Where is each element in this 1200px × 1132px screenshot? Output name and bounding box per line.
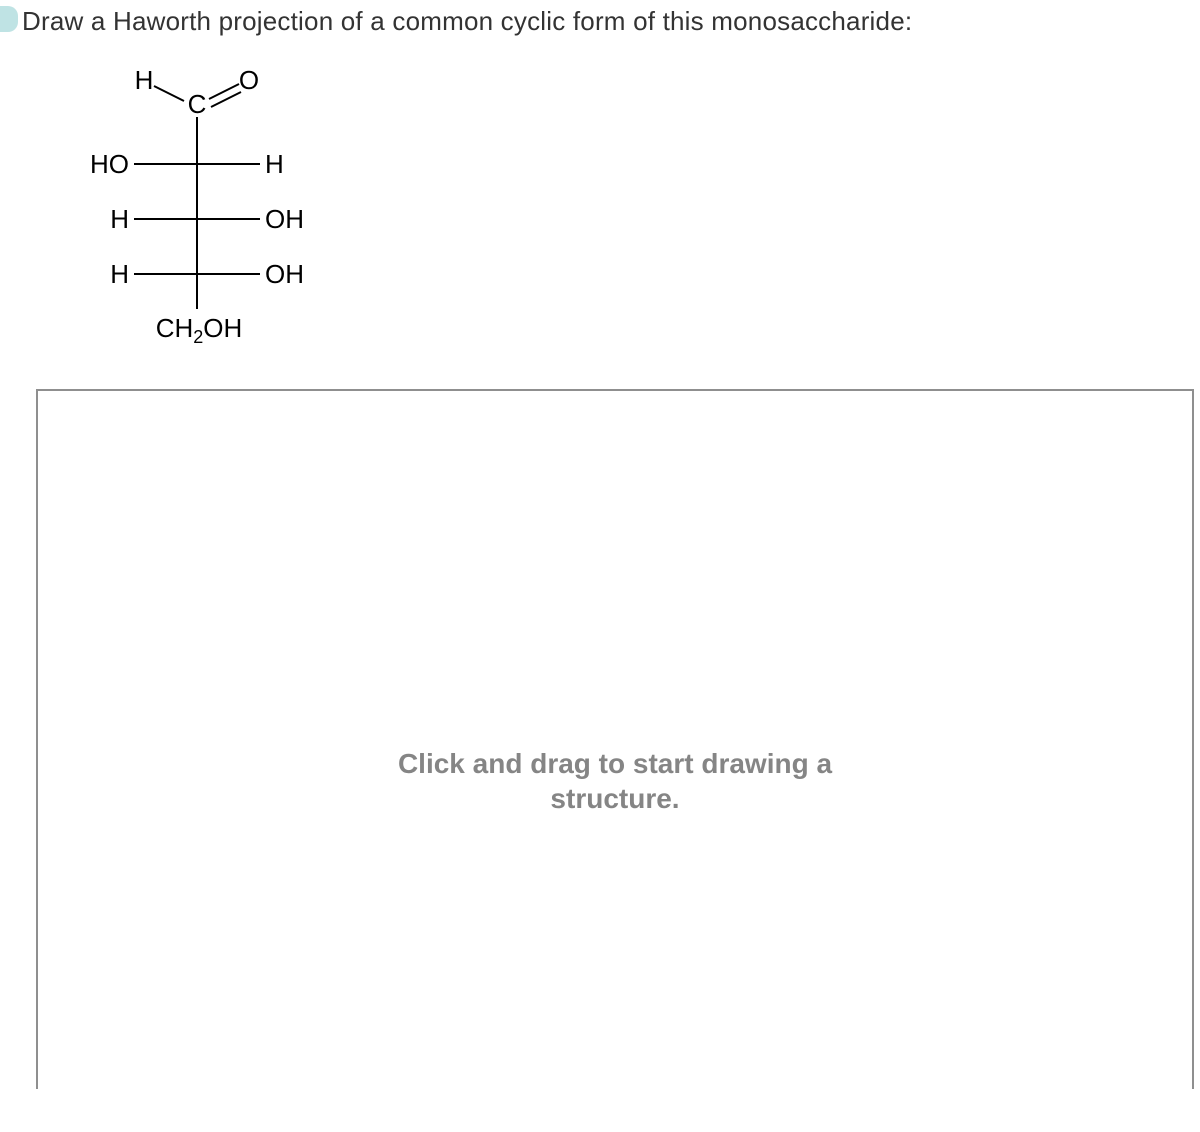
draw-placeholder: Click and drag to start drawing a struct…: [38, 746, 1192, 816]
fischer-projection: H C O HO H H OH H OH CH2OH: [72, 59, 372, 359]
bond-line: [211, 92, 241, 107]
fischer-r3-right: OH: [265, 259, 304, 289]
fischer-r3-left: H: [110, 259, 129, 289]
prompt-row: Draw a Haworth projection of a common cy…: [0, 0, 1200, 39]
question-container: Draw a Haworth projection of a common cy…: [0, 0, 1200, 1089]
bond-line: [209, 84, 239, 99]
placeholder-line1: Click and drag to start drawing a: [398, 748, 832, 779]
bond-line: [154, 86, 184, 101]
question-prompt: Draw a Haworth projection of a common cy…: [18, 0, 914, 39]
fischer-r1-left: HO: [90, 149, 129, 179]
accent-tab: [0, 6, 18, 32]
fischer-r1-right: H: [265, 149, 284, 179]
fischer-bottom: CH2OH: [156, 313, 243, 347]
fischer-r2-right: OH: [265, 204, 304, 234]
placeholder-line2: structure.: [550, 783, 679, 814]
fischer-r2-left: H: [110, 204, 129, 234]
fischer-top-o: O: [239, 65, 259, 95]
fischer-top-c: C: [188, 89, 207, 119]
fischer-top-h: H: [135, 65, 154, 95]
structure-draw-canvas[interactable]: Click and drag to start drawing a struct…: [36, 389, 1194, 1089]
